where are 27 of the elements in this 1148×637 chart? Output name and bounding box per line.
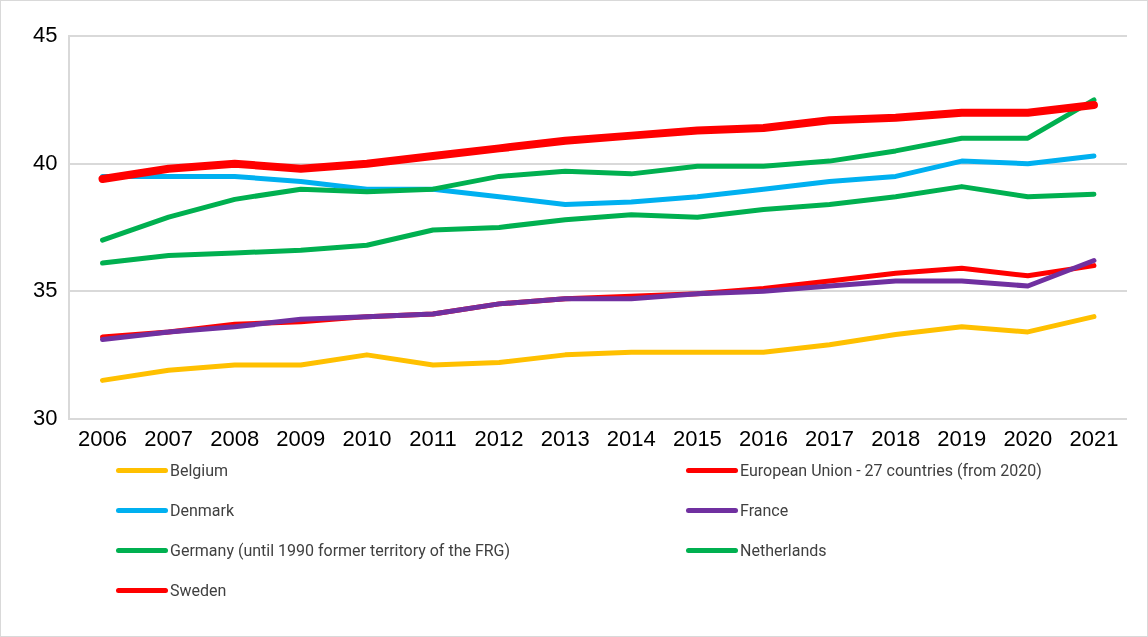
y-tick-label: 35 xyxy=(32,277,58,303)
x-tick-label: 2021 xyxy=(1069,425,1119,451)
x-tick-label: 2012 xyxy=(474,425,524,451)
legend-label: Netherlands xyxy=(740,541,827,560)
x-tick-label: 2013 xyxy=(540,425,590,451)
x-tick-label: 2015 xyxy=(672,425,722,451)
y-tick-label: 40 xyxy=(32,149,58,175)
x-tick-label: 2018 xyxy=(871,425,921,451)
x-tick-label: 2020 xyxy=(1003,425,1053,451)
x-tick-label: 2007 xyxy=(144,425,194,451)
legend-label: Denmark xyxy=(170,501,235,520)
y-tick-label: 45 xyxy=(32,22,58,48)
x-tick-label: 2010 xyxy=(342,425,392,451)
legend-label: Germany (until 1990 former territory of the FRG) xyxy=(170,541,511,560)
x-tick-label: 2014 xyxy=(606,425,656,451)
legend-label: Sweden xyxy=(170,581,227,600)
x-tick-label: 2008 xyxy=(210,425,260,451)
x-tick-label: 2016 xyxy=(739,425,788,451)
x-tick-label: 2011 xyxy=(409,425,457,451)
x-tick-label: 2009 xyxy=(276,425,326,451)
x-tick-label: 2019 xyxy=(937,425,987,451)
x-tick-label: 2006 xyxy=(78,425,127,451)
legend-label: Belgium xyxy=(170,461,229,480)
legend-label: European Union - 27 countries (from 2020) xyxy=(740,461,1042,480)
y-tick-label: 30 xyxy=(32,404,58,430)
legend-label: France xyxy=(740,501,789,520)
x-tick-label: 2017 xyxy=(805,425,855,451)
